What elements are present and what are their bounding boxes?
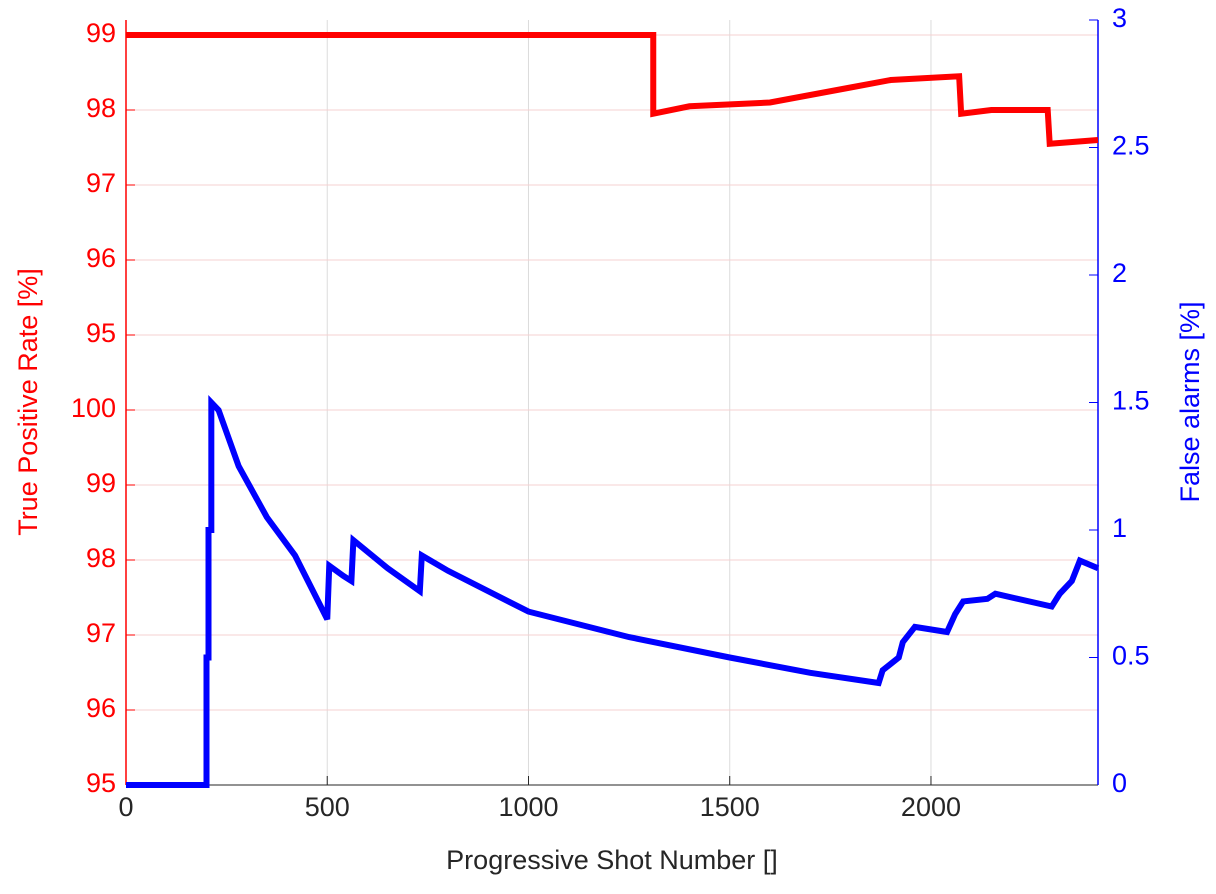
data-line — [126, 32, 1099, 147]
y2-axis-label: False alarms [%] — [1175, 301, 1205, 502]
x-tick-label: 500 — [305, 792, 350, 822]
y-axis-label: True Positive Rate [%] — [13, 268, 43, 536]
y2-tick-label: 1.5 — [1112, 386, 1150, 416]
y2-tick-label: 2 — [1112, 258, 1127, 288]
y-tick-label: 100 — [71, 393, 116, 423]
x-tick-label: 1500 — [700, 792, 760, 822]
x-tick-label: 2000 — [901, 792, 961, 822]
y-tick-label: 97 — [86, 618, 116, 648]
x-tick-label: 1000 — [498, 792, 558, 822]
y-tick-label: 96 — [86, 693, 116, 723]
y2-tick-label: 2.5 — [1112, 131, 1150, 161]
y-tick-label: 96 — [86, 243, 116, 273]
x-axis-label: Progressive Shot Number [] — [446, 845, 778, 875]
y-tick-label: 98 — [86, 543, 116, 573]
y-tick-label: 95 — [86, 318, 116, 348]
x-tick-label: 0 — [118, 792, 133, 822]
y-tick-label: 95 — [86, 768, 116, 798]
y-tick-label: 98 — [86, 93, 116, 123]
y-tick-label: 99 — [86, 468, 116, 498]
y2-tick-label: 0 — [1112, 768, 1127, 798]
y2-tick-label: 1 — [1112, 513, 1127, 543]
y-tick-label: 97 — [86, 168, 116, 198]
y2-tick-label: 3 — [1112, 3, 1127, 33]
data-line — [126, 394, 1100, 788]
y-tick-label: 99 — [86, 18, 116, 48]
y2-tick-label: 0.5 — [1112, 641, 1150, 671]
